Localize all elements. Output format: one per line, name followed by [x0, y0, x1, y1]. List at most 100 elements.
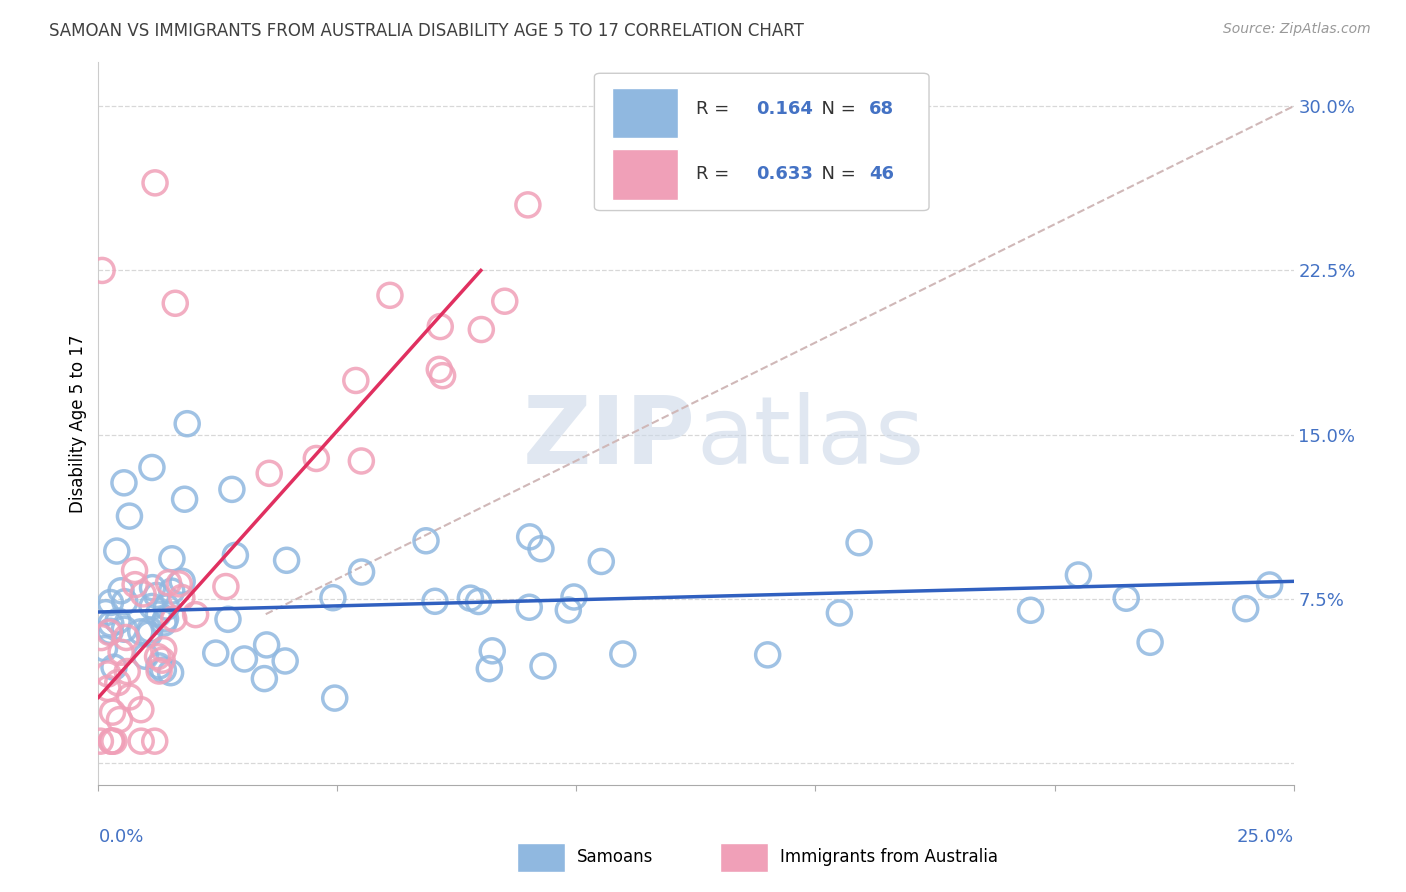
Point: [146, 649, 169, 664]
Point: [591, 554, 613, 568]
Point: [157, 575, 180, 590]
Point: [141, 599, 163, 614]
Point: [1115, 591, 1137, 606]
Point: [217, 612, 239, 626]
Point: [112, 475, 135, 490]
Text: N =: N =: [810, 165, 860, 184]
Point: [344, 374, 367, 388]
Y-axis label: Disability Age 5 to 17: Disability Age 5 to 17: [69, 334, 87, 513]
Point: [110, 645, 132, 659]
Point: [114, 595, 136, 609]
Point: [517, 600, 540, 615]
Point: [163, 612, 186, 626]
Text: R =: R =: [696, 101, 735, 119]
Point: [470, 322, 492, 336]
Point: [132, 587, 155, 601]
Point: [100, 595, 122, 609]
Point: [531, 659, 554, 673]
Point: [602, 99, 624, 113]
Text: 46: 46: [869, 165, 894, 184]
FancyBboxPatch shape: [595, 73, 929, 211]
Point: [93, 641, 115, 656]
Point: [100, 734, 122, 748]
Point: [848, 535, 870, 549]
Point: [1234, 601, 1257, 615]
Point: [350, 454, 373, 468]
Point: [1019, 603, 1042, 617]
FancyBboxPatch shape: [517, 843, 565, 871]
Point: [322, 591, 344, 605]
Point: [124, 577, 146, 591]
Point: [97, 667, 120, 681]
Point: [118, 690, 141, 704]
Point: [478, 662, 501, 676]
Point: [167, 577, 190, 591]
Point: [159, 665, 181, 680]
Point: [135, 649, 157, 664]
FancyBboxPatch shape: [613, 87, 678, 138]
Point: [256, 638, 278, 652]
Point: [429, 319, 451, 334]
Point: [105, 544, 128, 558]
Text: Samoans: Samoans: [576, 848, 652, 866]
Point: [155, 600, 177, 615]
Point: [160, 551, 183, 566]
Text: 0.164: 0.164: [756, 101, 813, 119]
Point: [124, 564, 146, 578]
Text: Immigrants from Australia: Immigrants from Australia: [780, 848, 998, 866]
Point: [305, 451, 328, 466]
Point: [148, 659, 170, 673]
Point: [100, 616, 122, 631]
Point: [224, 549, 246, 563]
Point: [828, 606, 851, 620]
Point: [415, 533, 437, 548]
Point: [172, 574, 194, 589]
Point: [160, 584, 183, 599]
Point: [519, 530, 541, 544]
Point: [165, 296, 187, 310]
Text: 68: 68: [869, 101, 894, 119]
Point: [257, 467, 280, 481]
Point: [89, 734, 111, 748]
Point: [103, 734, 125, 748]
Point: [481, 644, 503, 658]
Point: [1067, 568, 1090, 582]
Point: [100, 734, 122, 748]
Text: R =: R =: [696, 165, 735, 184]
Point: [427, 362, 450, 376]
Point: [274, 654, 297, 668]
Point: [184, 607, 207, 622]
Point: [155, 612, 177, 626]
Point: [323, 691, 346, 706]
Point: [118, 509, 141, 524]
Point: [494, 294, 516, 309]
Point: [143, 734, 166, 748]
Text: Source: ZipAtlas.com: Source: ZipAtlas.com: [1223, 22, 1371, 37]
Point: [221, 483, 243, 497]
Point: [530, 541, 553, 556]
Point: [139, 623, 162, 637]
Point: [129, 703, 152, 717]
Point: [101, 705, 124, 719]
Point: [562, 590, 585, 604]
Point: [103, 660, 125, 674]
Point: [756, 648, 779, 662]
Point: [153, 615, 176, 630]
Point: [150, 653, 173, 667]
Text: ZIP: ZIP: [523, 392, 696, 484]
Point: [112, 622, 135, 636]
Point: [423, 594, 446, 608]
Point: [467, 594, 489, 608]
Point: [143, 176, 166, 190]
Point: [108, 713, 131, 727]
Text: 0.633: 0.633: [756, 165, 813, 184]
Point: [516, 198, 538, 212]
Point: [138, 627, 160, 641]
Point: [215, 580, 238, 594]
Point: [110, 583, 132, 598]
Point: [233, 652, 256, 666]
Point: [612, 647, 634, 661]
Point: [129, 624, 152, 639]
Point: [204, 646, 226, 660]
Point: [176, 417, 198, 431]
